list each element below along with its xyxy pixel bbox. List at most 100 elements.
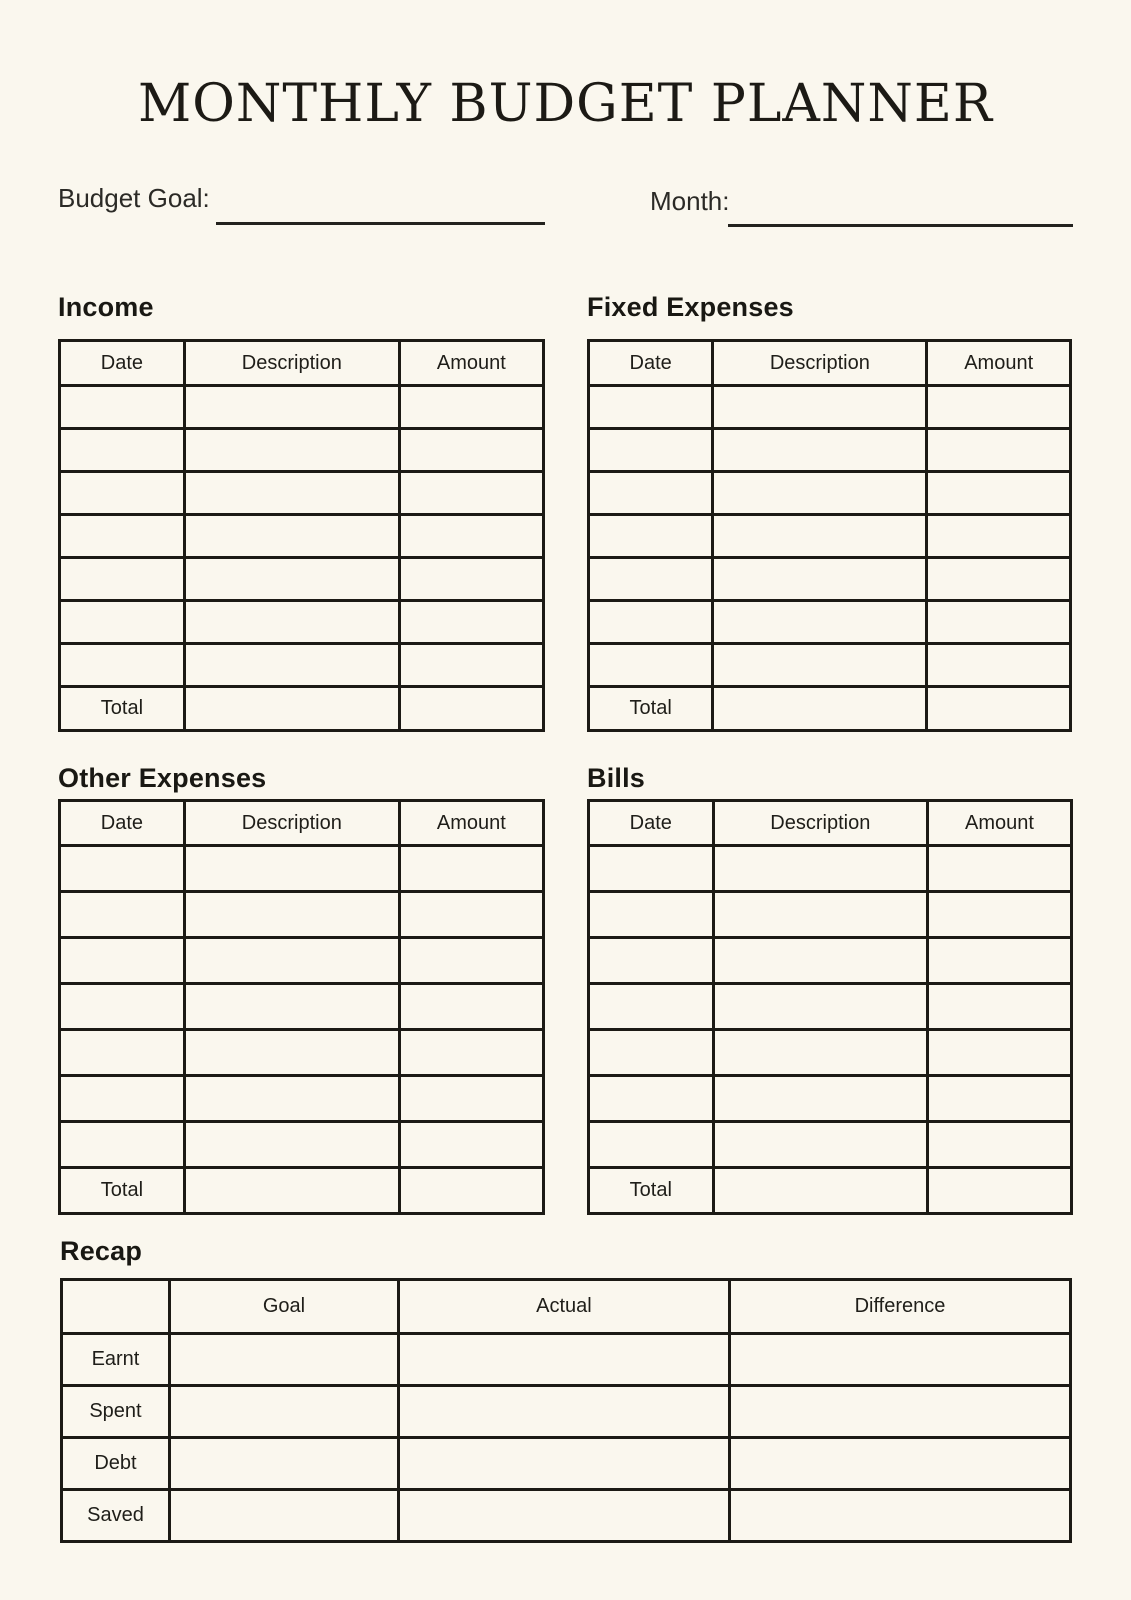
recap-column-header: Actual	[396, 1278, 731, 1335]
empty-cell	[397, 1028, 546, 1077]
empty-cell	[396, 1384, 731, 1439]
month-label: Month:	[650, 186, 730, 216]
recap-row: Earnt	[60, 1332, 1073, 1387]
income-table: Date Description Amount Total	[58, 339, 546, 732]
column-header-cell: Amount	[926, 799, 1073, 847]
empty-cell	[182, 1074, 401, 1123]
recap-row-label: Saved	[60, 1488, 171, 1543]
empty-cell	[58, 1120, 186, 1169]
empty-cell	[58, 513, 186, 559]
empty-cell	[925, 427, 1072, 473]
empty-cell	[586, 513, 715, 559]
total-label-cell: Total	[58, 1166, 186, 1215]
empty-cell	[397, 384, 546, 430]
column-header-cell: Date	[58, 799, 186, 847]
empty-cell	[711, 890, 930, 939]
bills-section-heading: Bills	[587, 763, 646, 793]
empty-cell	[926, 1120, 1073, 1169]
column-header-cell: Description	[711, 339, 929, 387]
table-row	[587, 936, 1073, 985]
table-row	[586, 642, 1072, 688]
empty-cell	[58, 844, 186, 893]
total-amount-cell	[926, 1166, 1073, 1215]
empty-cell	[182, 642, 401, 688]
empty-cell	[58, 890, 186, 939]
empty-cell	[586, 599, 715, 645]
column-header-cell: Amount	[397, 339, 546, 387]
empty-cell	[397, 936, 546, 985]
column-header-cell: Date	[587, 799, 715, 847]
fixed-expenses-table: Date Description Amount Total	[586, 339, 1072, 732]
table-row	[586, 427, 1072, 473]
header-row: Date Description Amount	[58, 339, 546, 387]
empty-cell	[586, 642, 715, 688]
empty-cell	[182, 470, 401, 516]
table-row	[58, 1074, 546, 1123]
empty-cell	[711, 844, 930, 893]
column-header-cell: Amount	[925, 339, 1072, 387]
column-header-cell: Amount	[397, 799, 546, 847]
empty-cell	[727, 1384, 1073, 1439]
empty-cell	[586, 427, 715, 473]
table-row	[58, 642, 546, 688]
recap-column-header: Goal	[167, 1278, 400, 1335]
empty-cell	[925, 556, 1072, 602]
table-row	[58, 427, 546, 473]
header-row: Goal Actual Difference	[60, 1278, 1073, 1335]
total-label-cell: Total	[586, 685, 715, 732]
empty-cell	[586, 556, 715, 602]
empty-cell	[182, 890, 401, 939]
empty-cell	[58, 427, 186, 473]
total-label-cell: Total	[587, 1166, 715, 1215]
recap-row: Debt	[60, 1436, 1073, 1491]
recap-column-header: Difference	[727, 1278, 1073, 1335]
empty-cell	[727, 1436, 1073, 1491]
empty-cell	[58, 982, 186, 1031]
empty-cell	[926, 890, 1073, 939]
other-expenses-section-heading: Other Expenses	[58, 763, 267, 793]
empty-cell	[711, 513, 929, 559]
empty-cell	[711, 1028, 930, 1077]
table-row	[58, 470, 546, 516]
total-amount-cell	[397, 685, 546, 732]
empty-cell	[926, 982, 1073, 1031]
total-description-cell	[711, 1166, 930, 1215]
empty-cell	[58, 556, 186, 602]
total-row: Total	[58, 1166, 546, 1215]
empty-cell	[182, 556, 401, 602]
column-header-cell: Description	[182, 799, 401, 847]
empty-cell	[711, 1074, 930, 1123]
empty-cell	[587, 982, 715, 1031]
table-row	[587, 844, 1073, 893]
empty-cell	[926, 844, 1073, 893]
bills-table: Date Description Amount Total	[587, 799, 1073, 1215]
empty-cell	[396, 1436, 731, 1491]
empty-cell	[925, 642, 1072, 688]
empty-cell	[587, 890, 715, 939]
empty-cell	[182, 599, 401, 645]
empty-cell	[182, 384, 401, 430]
table-row	[58, 1120, 546, 1169]
month-fill-line	[728, 224, 1073, 227]
empty-cell	[167, 1436, 400, 1491]
column-header-cell: Description	[711, 799, 930, 847]
empty-cell	[167, 1488, 400, 1543]
total-row: Total	[58, 685, 546, 732]
income-section-heading: Income	[58, 292, 154, 322]
empty-cell	[711, 1120, 930, 1169]
table-row	[587, 1074, 1073, 1123]
total-description-cell	[182, 1166, 401, 1215]
empty-cell	[925, 384, 1072, 430]
table-row	[586, 470, 1072, 516]
recap-table: Goal Actual Difference Earnt Spent Debt Saved	[60, 1278, 1073, 1543]
table-row	[587, 890, 1073, 939]
table-row	[58, 513, 546, 559]
empty-cell	[586, 470, 715, 516]
empty-cell	[587, 936, 715, 985]
empty-cell	[587, 1120, 715, 1169]
table-row	[587, 982, 1073, 1031]
empty-cell	[587, 844, 715, 893]
empty-cell	[182, 844, 401, 893]
recap-section-heading: Recap	[60, 1236, 143, 1266]
